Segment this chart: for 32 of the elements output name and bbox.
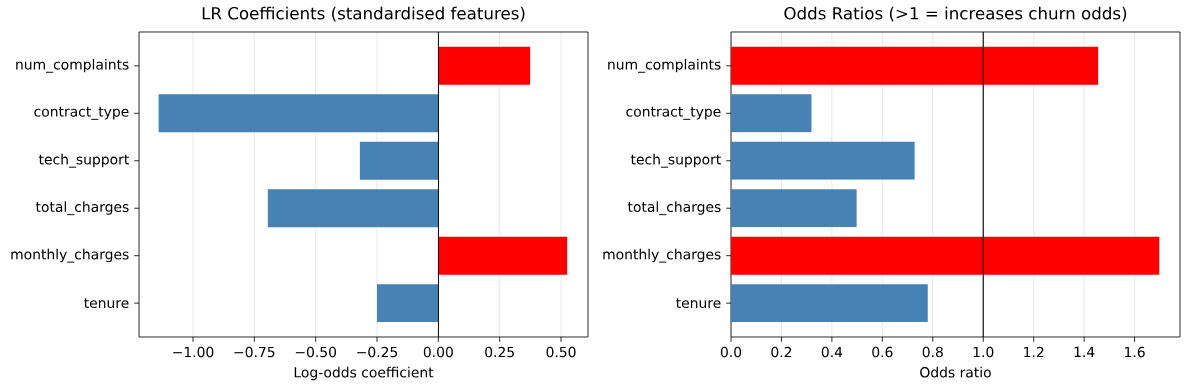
x-tick-label: 0.0 — [720, 346, 742, 358]
y-tick-label: tech_support — [630, 153, 721, 168]
y-tick-label: num_complaints — [608, 58, 721, 73]
x-tick-label: −0.75 — [234, 346, 275, 358]
y-tick-label: contract_type — [626, 106, 721, 120]
x-tick-label: 1.6 — [1125, 346, 1145, 358]
x-tick-label: 0.4 — [821, 346, 843, 358]
x-tick-label: 0.2 — [771, 346, 792, 358]
y-tick-label: contract_type — [34, 106, 129, 120]
x-tick-label: −1.00 — [173, 346, 214, 358]
x-tick-label: 1.2 — [1024, 346, 1044, 358]
y-tick-label: num_complaints — [16, 58, 129, 73]
y-tick-label: total_charges — [35, 201, 129, 216]
y-tick-label: tenure — [676, 298, 721, 309]
y-tick-label: total_charges — [627, 201, 721, 216]
x-tick-label: −0.25 — [357, 346, 398, 358]
x-tick-label: 0.8 — [922, 346, 943, 358]
x-tick-label: 0.00 — [423, 346, 453, 358]
x-tick-label: 1.4 — [1074, 346, 1095, 357]
y-tick-label: tech_support — [38, 153, 129, 168]
x-axis-title: Odds ratio — [920, 366, 991, 378]
x-tick-label: 0.6 — [872, 346, 893, 358]
x-tick-label: 0.50 — [546, 346, 576, 358]
y-tick-label: tenure — [84, 298, 129, 309]
x-tick-label: 0.25 — [485, 346, 514, 358]
y-tick-label: monthly_charges — [11, 248, 129, 263]
x-tick-label: −0.50 — [295, 346, 337, 358]
y-tick-label: monthly_charges — [603, 248, 721, 263]
chart-title: LR Coefficients (standardised features) — [202, 6, 525, 22]
x-axis-title: Log-odds coefficient — [294, 366, 434, 381]
x-tick-label: 1.0 — [973, 346, 994, 358]
chart-title: Odds Ratios (>1 = increases churn odds) — [784, 6, 1127, 22]
